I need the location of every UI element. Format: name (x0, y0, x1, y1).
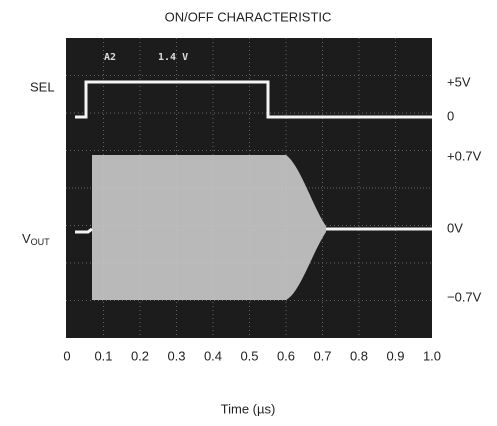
x-tick-label: 1.0 (423, 348, 441, 363)
scale-label: 1.4 V (158, 52, 188, 63)
x-tick-label: 0.6 (277, 348, 295, 363)
vout-envelope (92, 155, 326, 300)
left-label-sub: OUT (31, 237, 51, 247)
x-tick-label: 0 (63, 348, 70, 363)
vout-trace (75, 227, 432, 234)
x-axis-title: Time (µs) (221, 401, 276, 416)
x-tick-label: 0.7 (313, 348, 331, 363)
chart-title: ON/OFF CHARACTERISTIC (165, 9, 332, 24)
x-tick-label: 0.1 (94, 348, 112, 363)
right-label: 0 (447, 108, 454, 123)
left-label: SEL (30, 79, 55, 94)
x-tick-label: 0.8 (350, 348, 368, 363)
x-tick-label: 0.4 (204, 348, 222, 363)
right-label: 0V (447, 220, 463, 235)
x-tick-label: 0.3 (167, 348, 185, 363)
screen-readout: A2 1.4 V (104, 52, 188, 63)
sel-trace (75, 80, 432, 119)
x-tick-label: 0.5 (240, 348, 258, 363)
left-label-main: V (22, 231, 31, 246)
x-tick-label: 0.9 (386, 348, 404, 363)
x-tick-label: 0.2 (131, 348, 149, 363)
right-label: +5V (447, 74, 471, 89)
right-label: +0.7V (447, 148, 482, 163)
channel-label: A2 (104, 52, 116, 63)
left-label: VOUT (22, 231, 50, 247)
right-label: −0.7V (447, 289, 482, 304)
